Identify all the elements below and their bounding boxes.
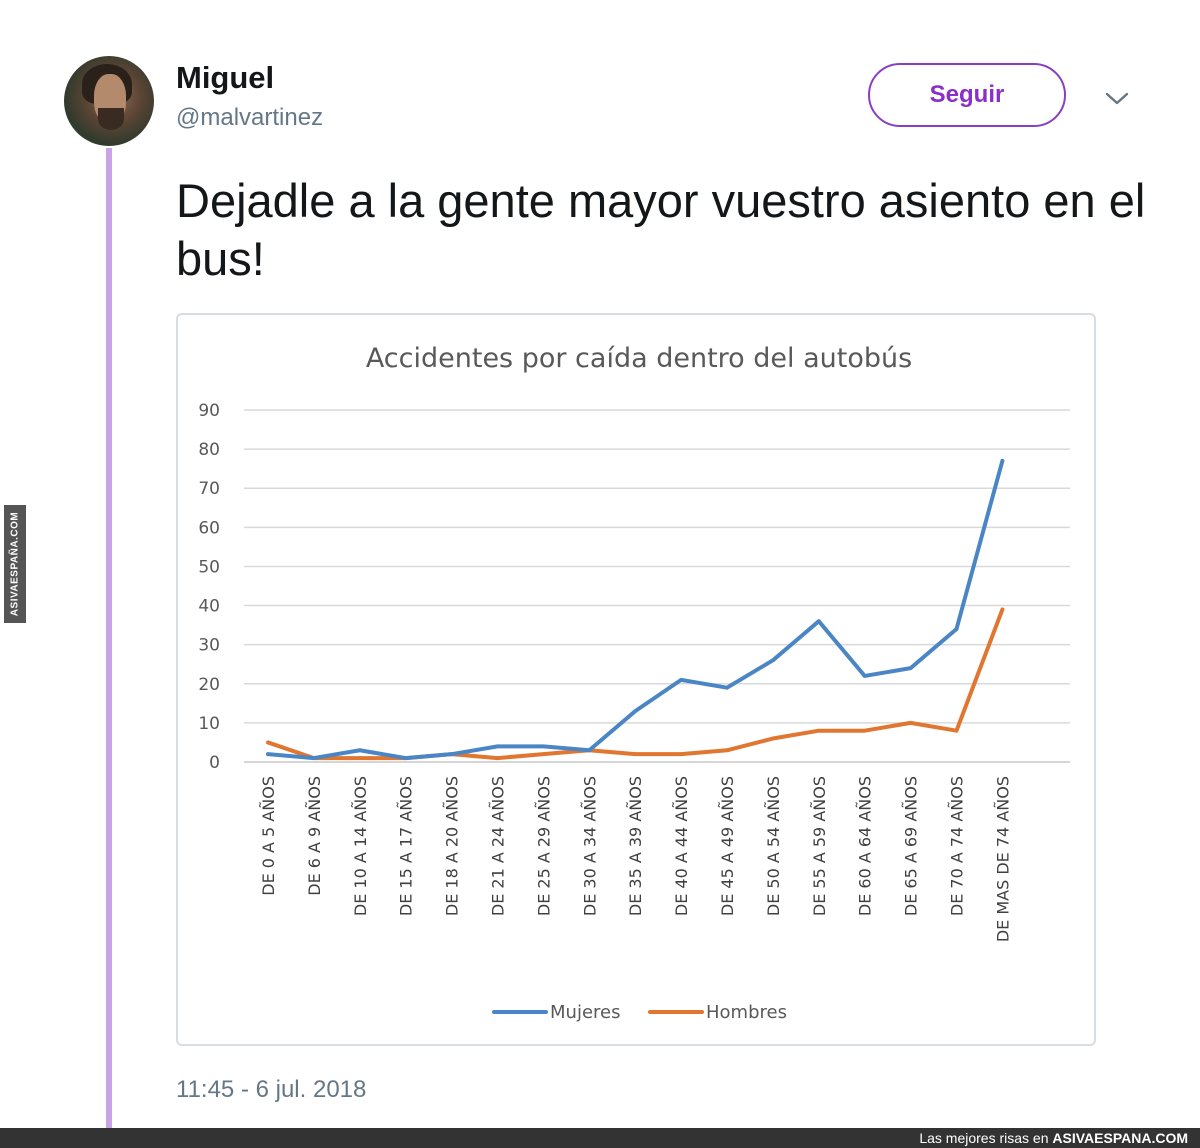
footer-bar: Las mejores risas en ASIVAESPANA.COM bbox=[0, 1128, 1200, 1148]
data-point bbox=[633, 752, 637, 756]
footer-prefix: Las mejores risas en bbox=[919, 1130, 1049, 1146]
chart-title: Accidentes por caída dentro del autobús bbox=[366, 343, 912, 374]
x-tick-label: DE 45 A 49 AÑOS bbox=[718, 776, 737, 916]
data-point bbox=[908, 721, 913, 725]
data-point bbox=[771, 658, 775, 663]
data-point bbox=[1000, 459, 1005, 463]
legend-label: Hombres bbox=[706, 1002, 787, 1023]
x-tick-label: DE 60 A 64 AÑOS bbox=[856, 776, 875, 916]
follow-button[interactable]: Seguir bbox=[868, 63, 1066, 127]
data-point bbox=[358, 756, 362, 760]
avatar-beard bbox=[98, 108, 124, 130]
y-tick-label: 60 bbox=[198, 518, 220, 538]
data-point bbox=[679, 678, 683, 682]
y-tick-label: 90 bbox=[198, 401, 220, 421]
data-point bbox=[541, 752, 546, 756]
y-tick-label: 0 bbox=[209, 753, 220, 773]
x-tick-label: DE 30 A 34 AÑOS bbox=[580, 776, 599, 916]
data-point bbox=[817, 619, 821, 623]
series-line-mujeres bbox=[266, 458, 1005, 761]
x-tick-label: DE 55 A 59 AÑOS bbox=[810, 776, 829, 916]
data-point bbox=[495, 756, 500, 760]
data-point bbox=[266, 752, 270, 756]
x-tick-label: DE 40 A 44 AÑOS bbox=[672, 776, 691, 916]
data-point bbox=[725, 748, 729, 753]
x-tick-label: DE 21 A 24 AÑOS bbox=[489, 776, 508, 916]
avatar[interactable] bbox=[64, 56, 154, 146]
legend-label: Mujeres bbox=[550, 1002, 620, 1023]
data-point bbox=[312, 756, 316, 760]
x-tick-label: DE 15 A 17 AÑOS bbox=[397, 776, 416, 916]
side-watermark: ASIVAESPAÑA.COM bbox=[4, 505, 26, 623]
x-tick-label: DE 6 A 9 AÑOS bbox=[305, 776, 324, 896]
data-point bbox=[587, 748, 592, 753]
data-point bbox=[266, 740, 270, 745]
thread-line bbox=[106, 148, 112, 1130]
x-tick-label: DE 35 A 39 AÑOS bbox=[626, 776, 645, 916]
y-tick-label: 20 bbox=[198, 675, 220, 695]
data-point bbox=[862, 728, 867, 733]
y-tick-label: 30 bbox=[198, 636, 220, 656]
author-name[interactable]: Miguel bbox=[176, 60, 275, 95]
tweet-media-chart[interactable]: Accidentes por caída dentro del autobús … bbox=[176, 313, 1096, 1046]
x-tick-label: DE 0 A 5 AÑOS bbox=[259, 776, 278, 896]
data-point bbox=[954, 627, 959, 631]
data-point bbox=[1000, 607, 1005, 612]
data-point bbox=[541, 744, 546, 749]
data-point bbox=[358, 748, 362, 753]
tweet-text: Dejadle a la gente mayor vuestro asiento… bbox=[176, 174, 1146, 285]
data-point bbox=[633, 709, 637, 713]
x-tick-label: DE 18 A 20 AÑOS bbox=[443, 776, 462, 916]
x-tick-label: DE 70 A 74 AÑOS bbox=[948, 776, 967, 916]
data-point bbox=[954, 728, 959, 733]
data-point bbox=[817, 728, 821, 733]
y-tick-label: 40 bbox=[198, 597, 220, 617]
data-point bbox=[862, 674, 867, 678]
x-tick-label: DE MAS DE 74 AÑOS bbox=[993, 776, 1012, 942]
follow-button-label: Seguir bbox=[929, 81, 1005, 108]
data-point bbox=[449, 752, 454, 756]
footer-brand[interactable]: ASIVAESPANA.COM bbox=[1052, 1130, 1188, 1146]
y-tick-label: 80 bbox=[198, 440, 220, 460]
data-point bbox=[908, 666, 913, 670]
x-tick-label: DE 10 A 14 AÑOS bbox=[351, 776, 370, 916]
data-point bbox=[725, 685, 729, 690]
tweet-timestamp[interactable]: 11:45 - 6 jul. 2018 bbox=[176, 1076, 367, 1103]
x-tick-label: DE 65 A 69 AÑOS bbox=[902, 776, 921, 916]
data-point bbox=[679, 752, 683, 756]
side-watermark-text: ASIVAESPAÑA.COM bbox=[9, 511, 21, 617]
author-handle[interactable]: @malvartinez bbox=[176, 104, 324, 131]
y-tick-label: 70 bbox=[198, 479, 220, 499]
y-tick-label: 10 bbox=[198, 714, 220, 734]
data-point bbox=[403, 756, 408, 760]
chevron-down-icon[interactable] bbox=[1102, 84, 1132, 114]
x-tick-label: DE 25 A 29 AÑOS bbox=[534, 776, 553, 916]
x-tick-label: DE 50 A 54 AÑOS bbox=[764, 776, 783, 916]
line-chart: Accidentes por caída dentro del autobús … bbox=[198, 343, 1070, 1023]
data-point bbox=[495, 744, 500, 749]
y-tick-label: 50 bbox=[198, 557, 220, 577]
data-point bbox=[771, 736, 775, 741]
